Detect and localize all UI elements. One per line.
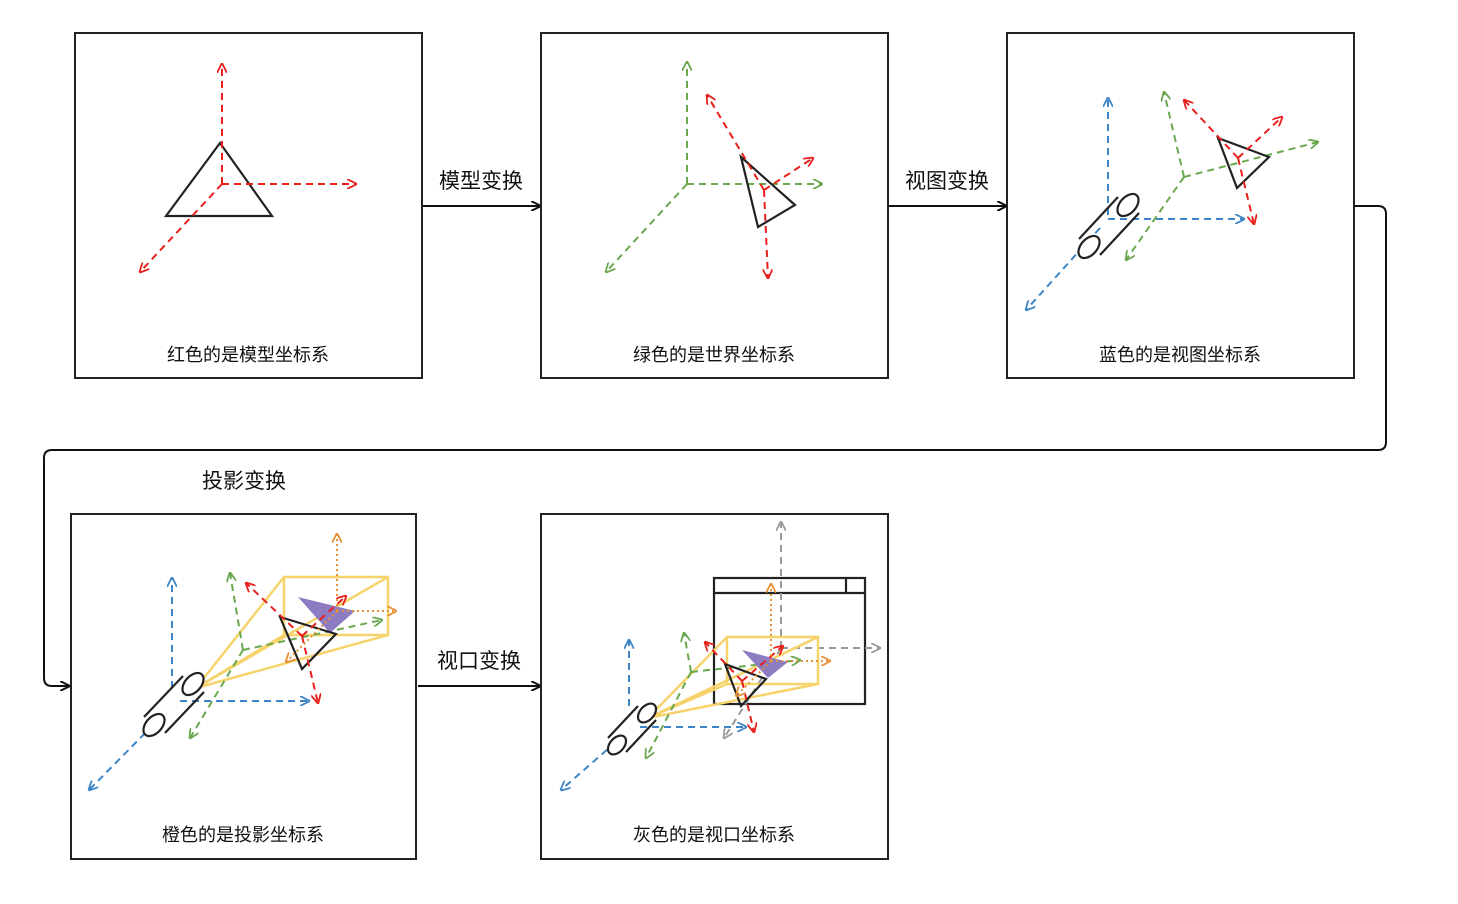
panel-view-space: 蓝色的是视图坐标系 xyxy=(1006,32,1355,379)
world-axes xyxy=(606,62,822,272)
model-triangle xyxy=(163,141,275,218)
model-axes xyxy=(246,583,346,703)
world-axes xyxy=(646,633,800,758)
flow-connectors xyxy=(43,205,1387,686)
viewport-triangle xyxy=(723,662,768,709)
panel-caption: 绿色的是世界坐标系 xyxy=(633,345,795,366)
model-axes xyxy=(1184,100,1282,224)
model-axes xyxy=(140,64,356,272)
model-transform-label: 模型变换 xyxy=(439,169,523,193)
panel-projection-space: 橙色的是投影坐标系 xyxy=(70,513,417,860)
camera-icon xyxy=(1077,192,1140,260)
projection-axes xyxy=(736,584,830,696)
panel-viewport-space: 灰色的是视口坐标系 xyxy=(540,513,889,860)
panel-caption: 灰色的是视口坐标系 xyxy=(633,825,795,846)
panel-frame xyxy=(540,32,889,379)
camera-icon xyxy=(606,702,658,756)
projection-triangle xyxy=(278,615,339,671)
panel-frame xyxy=(1006,32,1355,379)
view-transform-label: 视图变换 xyxy=(905,169,989,193)
view-axes xyxy=(561,640,746,790)
projection-axes xyxy=(286,534,396,662)
world-triangle xyxy=(739,153,797,229)
viewport-transform-label: 视口变换 xyxy=(437,649,521,673)
projected-triangle xyxy=(298,597,355,633)
model-axes xyxy=(705,642,783,732)
camera-icon xyxy=(142,671,205,738)
panel-world-space: 绿色的是世界坐标系 xyxy=(540,32,889,379)
projection-transform-label: 投影变换 xyxy=(202,469,286,493)
panel-caption: 红色的是模型坐标系 xyxy=(167,345,329,366)
panel-frame xyxy=(70,513,417,860)
panel-model-space: 红色的是模型坐标系 xyxy=(74,32,423,379)
panel-caption: 蓝色的是视图坐标系 xyxy=(1099,345,1261,366)
panel-frame xyxy=(74,32,423,379)
view-triangle xyxy=(1216,136,1272,190)
panel-caption: 橙色的是投影坐标系 xyxy=(162,825,324,846)
projection-transform-arrow xyxy=(43,205,1387,686)
world-axes xyxy=(190,573,382,738)
model-axes xyxy=(707,95,813,278)
projected-triangle xyxy=(742,650,788,678)
world-axes xyxy=(1126,92,1318,260)
